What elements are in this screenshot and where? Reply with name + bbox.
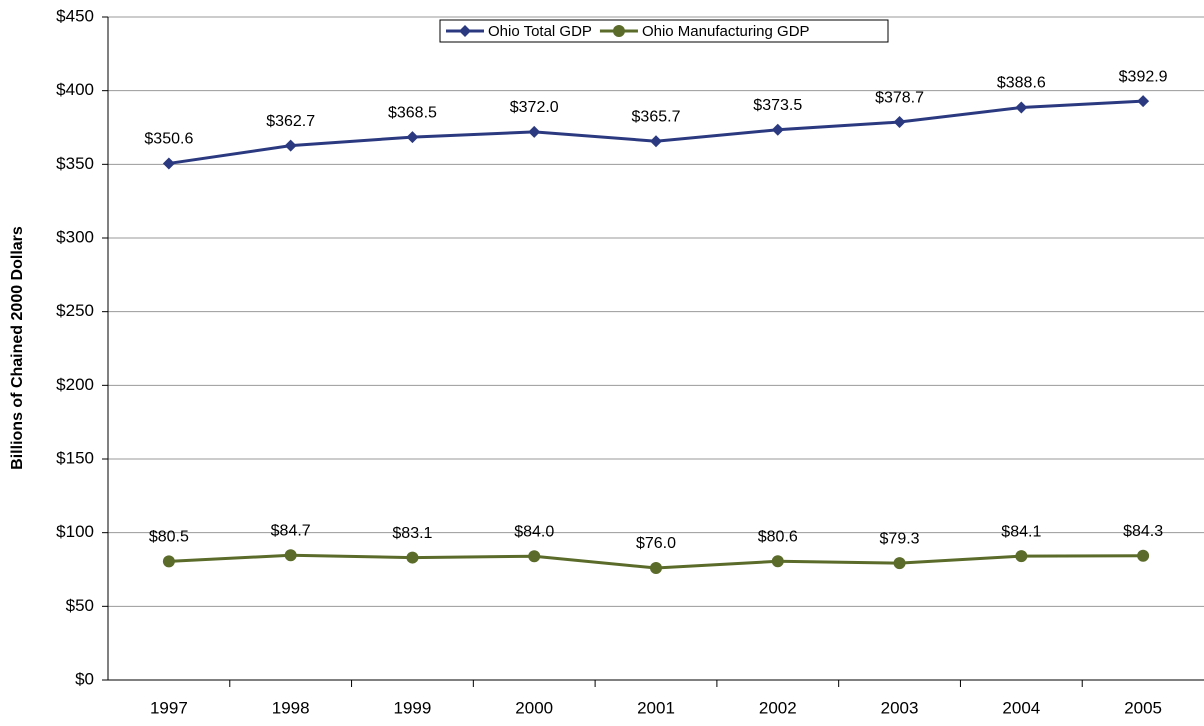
data-label: $84.3 bbox=[1123, 523, 1163, 540]
y-tick-label: $0 bbox=[75, 669, 94, 688]
data-label: $84.1 bbox=[1001, 523, 1041, 540]
legend: Ohio Total GDP Ohio Manufacturing GDP bbox=[439, 19, 889, 43]
y-tick-label: $400 bbox=[56, 80, 94, 99]
legend-label: Ohio Total GDP bbox=[488, 23, 592, 40]
marker bbox=[284, 139, 297, 152]
y-tick-label: $350 bbox=[56, 154, 94, 173]
marker bbox=[459, 25, 471, 37]
y-tick-label: $200 bbox=[56, 375, 94, 394]
x-tick-label: 2002 bbox=[759, 698, 797, 717]
marker bbox=[1137, 549, 1150, 562]
legend-box bbox=[439, 19, 889, 43]
marker bbox=[650, 135, 662, 148]
data-label: $372.0 bbox=[510, 99, 559, 116]
y-tick-label: $150 bbox=[56, 448, 94, 467]
x-tick-label: 2003 bbox=[881, 698, 919, 717]
marker bbox=[893, 116, 906, 129]
data-label: $365.7 bbox=[632, 108, 681, 125]
y-tick-label: $50 bbox=[66, 596, 94, 615]
x-tick-label: 2000 bbox=[515, 698, 553, 717]
x-tick-label: 1998 bbox=[272, 698, 310, 717]
data-label: $368.5 bbox=[388, 104, 437, 121]
data-label: $76.0 bbox=[636, 535, 676, 552]
legend-label: Ohio Manufacturing GDP bbox=[642, 23, 810, 40]
marker bbox=[612, 25, 625, 37]
marker bbox=[1015, 550, 1028, 563]
marker bbox=[650, 562, 662, 575]
data-label: $84.0 bbox=[514, 523, 554, 540]
marker bbox=[893, 557, 906, 570]
data-label: $84.7 bbox=[271, 522, 311, 539]
marker bbox=[162, 157, 175, 170]
data-label: $378.7 bbox=[875, 89, 924, 106]
x-tick-label: 2001 bbox=[637, 698, 675, 717]
x-tick-label: 2005 bbox=[1124, 698, 1162, 717]
marker bbox=[406, 131, 419, 144]
y-tick-label: $300 bbox=[56, 227, 94, 246]
x-tick-label: 2004 bbox=[1002, 698, 1040, 717]
data-label: $80.5 bbox=[149, 529, 189, 546]
marker bbox=[771, 555, 784, 568]
marker bbox=[1015, 101, 1028, 114]
x-tick-label: 1999 bbox=[394, 698, 432, 717]
data-label: $392.9 bbox=[1119, 68, 1168, 85]
data-label: $80.6 bbox=[758, 528, 798, 545]
x-tick-label: 1997 bbox=[150, 698, 188, 717]
data-label: $83.1 bbox=[392, 525, 432, 542]
data-label: $388.6 bbox=[997, 75, 1046, 92]
y-tick-label: $100 bbox=[56, 522, 94, 541]
y-tick-label: $450 bbox=[56, 6, 94, 25]
marker bbox=[528, 550, 541, 563]
data-label: $373.5 bbox=[753, 97, 802, 114]
marker bbox=[162, 555, 175, 568]
data-label: $350.6 bbox=[144, 131, 193, 148]
data-label: $362.7 bbox=[266, 113, 315, 130]
marker bbox=[1137, 95, 1150, 108]
data-label: $79.3 bbox=[880, 530, 920, 547]
marker bbox=[406, 551, 419, 564]
y-axis-label: Billions of Chained 2000 Dollars bbox=[9, 226, 26, 470]
y-tick-label: $250 bbox=[56, 301, 94, 320]
marker bbox=[284, 549, 297, 562]
marker bbox=[771, 123, 784, 136]
marker bbox=[528, 125, 541, 138]
